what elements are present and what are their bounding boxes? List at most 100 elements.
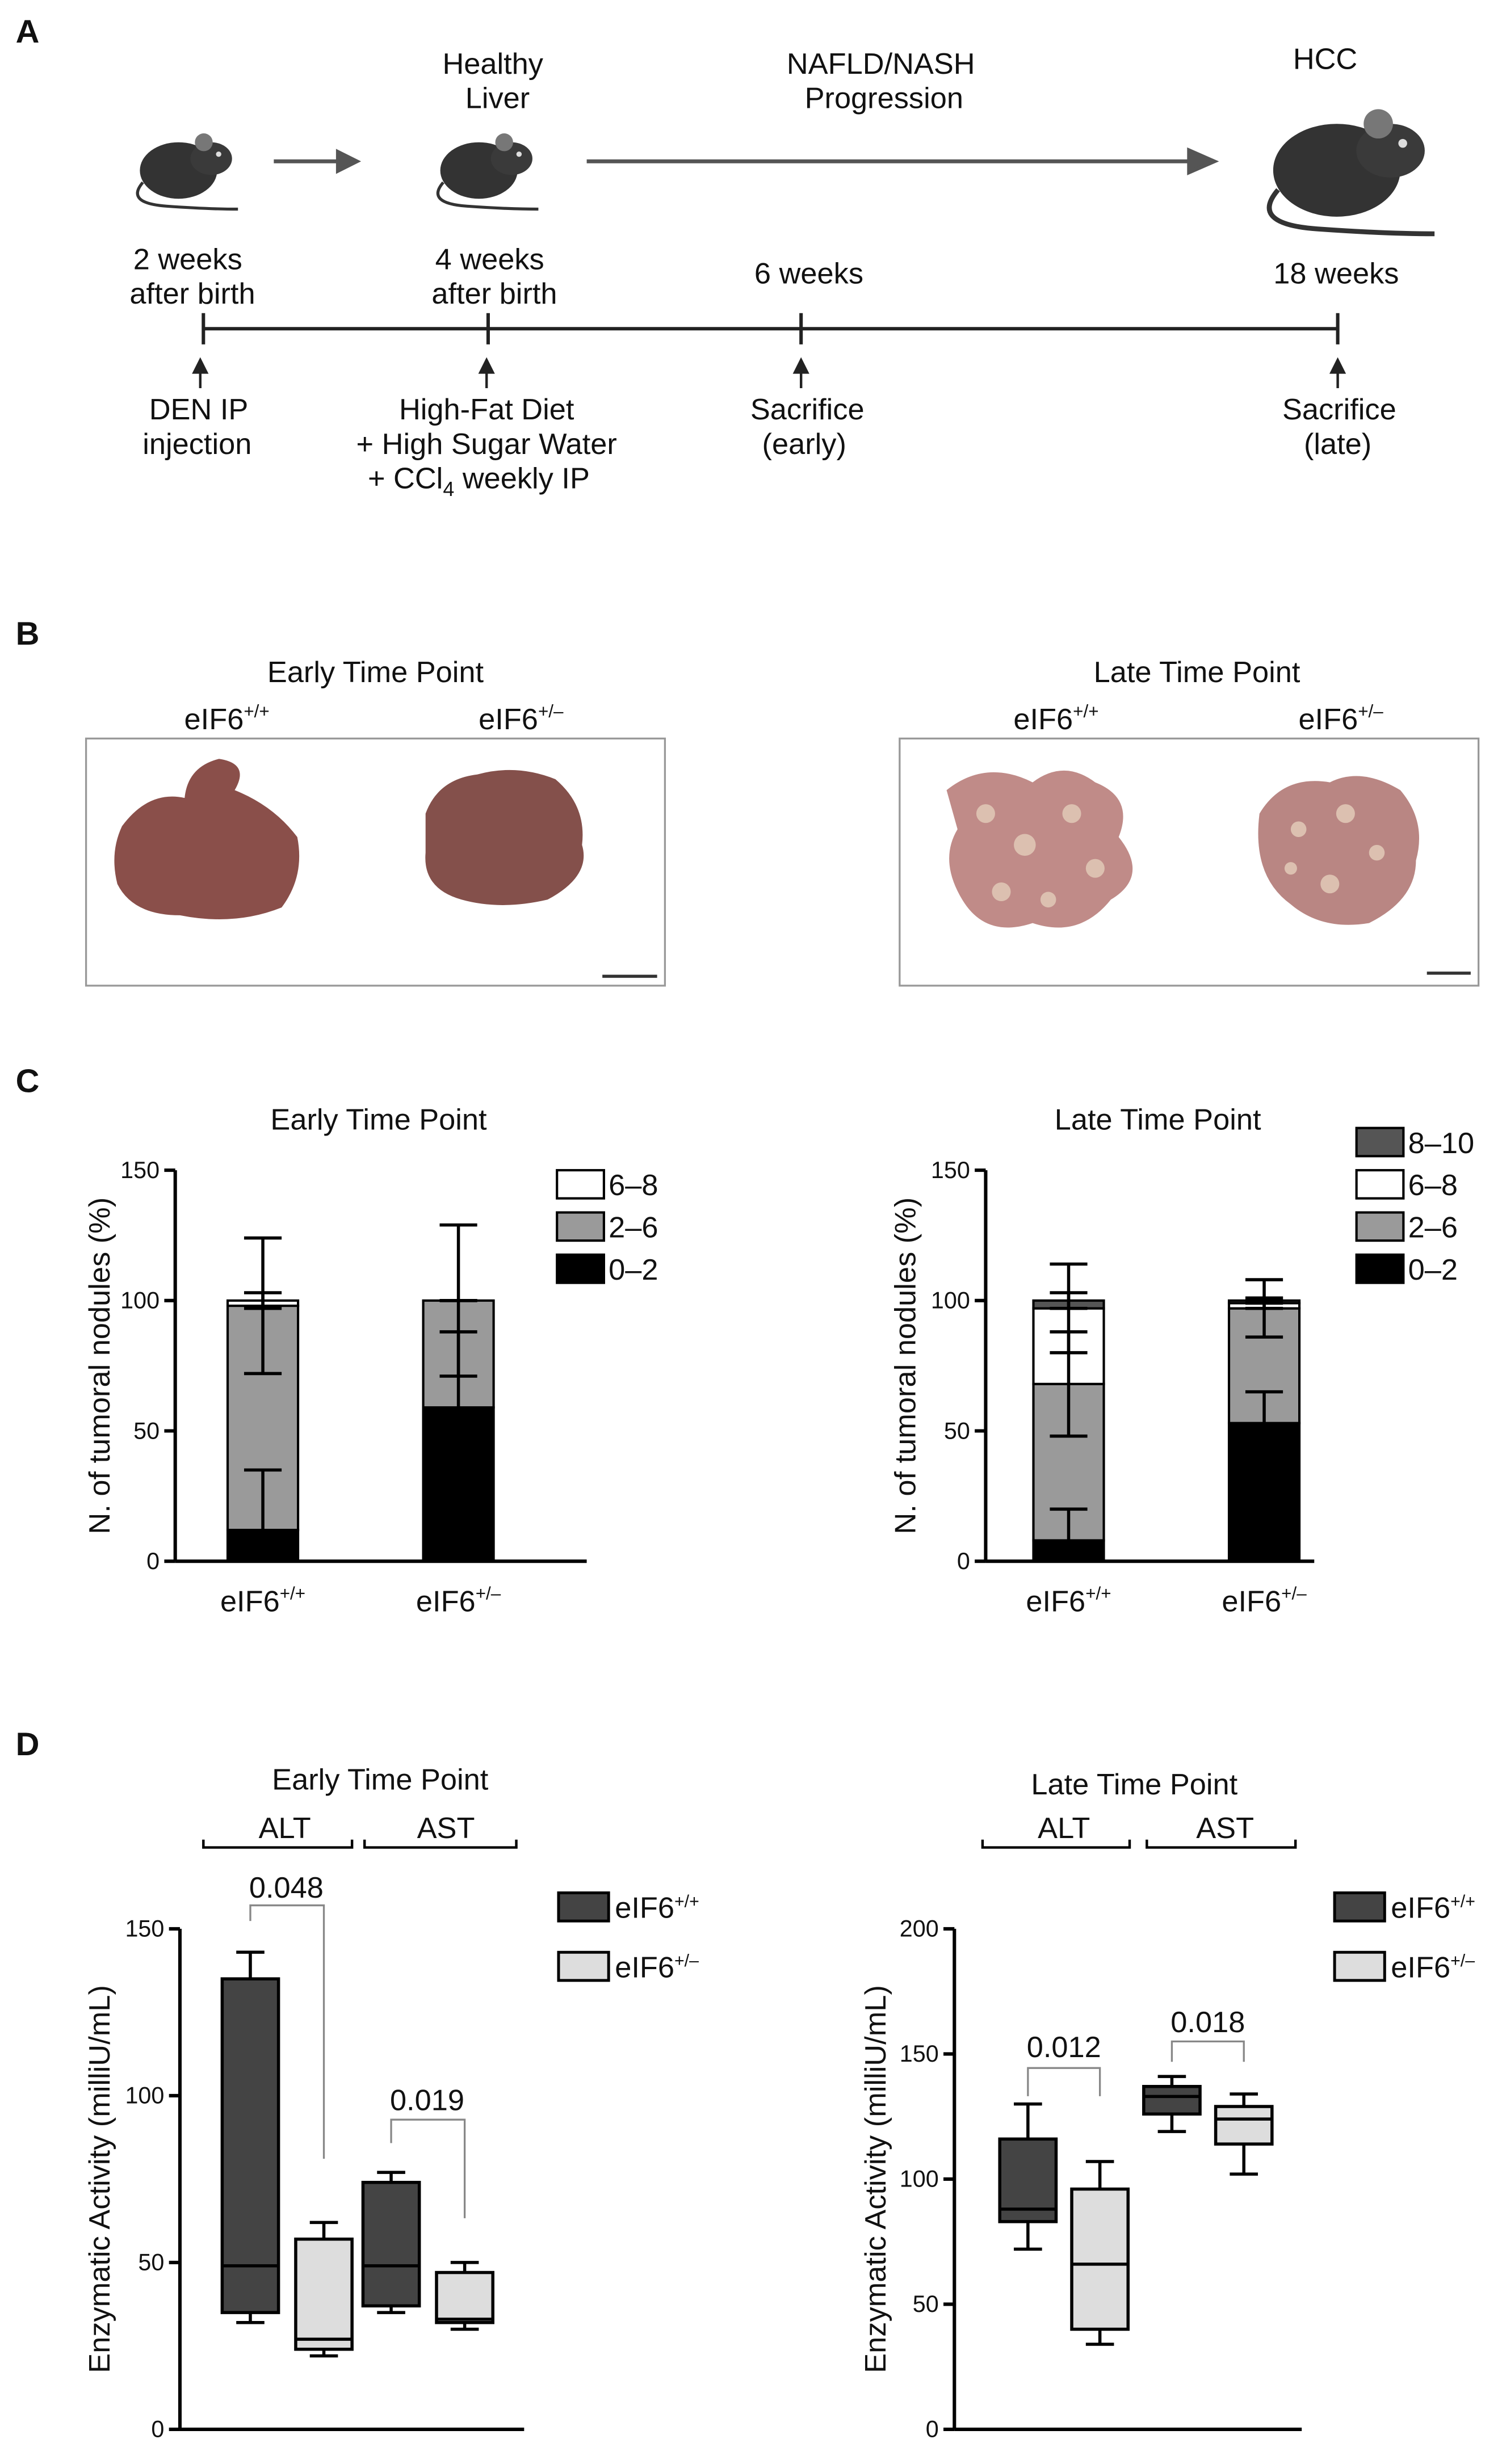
y-tick-label: 50 [944,1418,970,1444]
legend-label: eIF6+/– [615,1951,699,1984]
legend-label: 0–2 [609,1254,658,1286]
genotype-sup: +/+ [1085,1583,1111,1603]
y-tick-label: 200 [900,1916,939,1942]
panel-label: C [16,1063,40,1099]
box [1214,2105,1274,2146]
legend-label: 2–6 [1408,1212,1458,1244]
genotype-base: eIF6 [1013,703,1073,736]
event-text: + CCl [368,462,443,495]
nodules [976,804,1385,908]
chart-title: Early Time Point [272,1764,489,1797]
legend-swatch [1333,1891,1386,1923]
p-value: 0.018 [1170,2006,1245,2039]
genotype-base: eIF6 [1391,1892,1450,1925]
arrow [274,147,1219,175]
genotype-sup: +/– [1281,1583,1307,1603]
time-label: 2 weeks [133,243,242,276]
significance-bracket [390,2118,466,2218]
event-label: Sacrifice [1282,393,1396,426]
genotype-base: eIF6 [1222,1585,1281,1618]
genotype-base: eIF6 [1026,1585,1085,1618]
legend-label: 2–6 [609,1212,658,1244]
time-label: after birth [431,277,557,310]
mouse-icon [137,133,238,209]
stage-label: HCC [1293,43,1357,76]
chart-title: Early Time Point [270,1103,487,1136]
x-tick-label: eIF6+/– [1222,1583,1307,1618]
p-value: 0.012 [1027,2031,1101,2064]
y-axis-label: N. of tumoral nodules (%) [83,1197,116,1534]
genotype-sup: +/+ [674,1892,699,1911]
y-tick-label: 50 [913,2291,939,2317]
group-label: ALT [1038,1812,1090,1845]
stage-label: NAFLD/NASH [787,48,975,81]
chart-title: Late Time Point [1055,1103,1261,1136]
genotype-sup: +/– [476,1583,501,1603]
bar-segment [422,1406,495,1563]
x-tick-label: eIF6+/+ [220,1583,305,1618]
event-label: Sacrifice [750,393,865,426]
y-tick-label: 50 [138,2249,164,2276]
genotype-label: eIF6+/+ [1013,701,1098,736]
y-tick-label: 50 [133,1418,160,1444]
genotype-sup: +/– [1358,701,1383,721]
genotype-label: eIF6+/– [479,701,564,736]
panel-label: D [16,1726,40,1763]
legend-swatch [1355,1211,1405,1242]
significance-bracket [1170,2040,1245,2062]
subscript: 4 [443,478,454,501]
liver-photo [114,759,300,919]
y-tick-label: 0 [151,2416,164,2442]
group-title: Late Time Point [1094,656,1300,689]
liver-photo [425,770,584,905]
bar-segment [226,1528,300,1563]
legend-label: 8–10 [1408,1127,1474,1160]
p-value: 0.048 [249,1872,324,1904]
y-axis-label: Enzymatic Activity (milliU/mL) [859,1985,892,2373]
legend-swatch [556,1169,605,1200]
box [220,1977,280,2314]
event-label: + CCl4 weekly IP [368,462,590,501]
time-label: 4 weeks [435,243,544,276]
legend-label: eIF6+/+ [1391,1892,1475,1925]
y-tick-label: 0 [926,2416,939,2442]
group-bracket [202,1839,354,1849]
genotype-base: eIF6 [220,1585,280,1618]
genotype-sup: +/– [1450,1952,1475,1970]
y-tick-label: 150 [125,1916,164,1942]
legend-label: eIF6+/+ [615,1892,699,1925]
group-label: AST [1196,1812,1254,1845]
legend-label: 0–2 [1408,1254,1458,1286]
genotype-base: eIF6 [1298,703,1358,736]
legend-swatch [1355,1169,1405,1200]
group-title: Early Time Point [267,656,484,689]
panel-label: B [16,616,40,652]
group-label: ALT [259,1812,311,1845]
stage-label: Healthy [442,48,543,81]
genotype-label: eIF6+/– [1298,701,1383,736]
y-tick-label: 150 [931,1157,970,1183]
event-label: (late) [1304,428,1371,461]
y-tick-label: 0 [146,1548,160,1574]
y-tick-label: 100 [125,2083,164,2109]
liver-photo [946,770,1133,928]
event-label: (early) [762,428,846,461]
y-tick-label: 150 [120,1157,160,1183]
stage-label: Progression [805,82,963,115]
y-tick-label: 0 [957,1548,970,1574]
panel-label: A [16,14,40,50]
genotype-sup: +/+ [1450,1892,1475,1911]
genotype-sup: +/– [674,1952,699,1970]
legend-label: 6–8 [609,1169,658,1202]
genotype-sup: +/+ [1073,701,1098,721]
group-bracket [1146,1839,1297,1849]
event-label: injection [142,428,251,461]
genotype-sup: +/+ [280,1583,305,1603]
mouse-icon [438,133,538,209]
genotype-base: eIF6 [615,1892,674,1925]
box [294,2237,354,2351]
y-axis-label: Enzymatic Activity (milliU/mL) [83,1985,116,2373]
box [1142,2084,1202,2116]
chart-title: Late Time Point [1031,1768,1237,1801]
